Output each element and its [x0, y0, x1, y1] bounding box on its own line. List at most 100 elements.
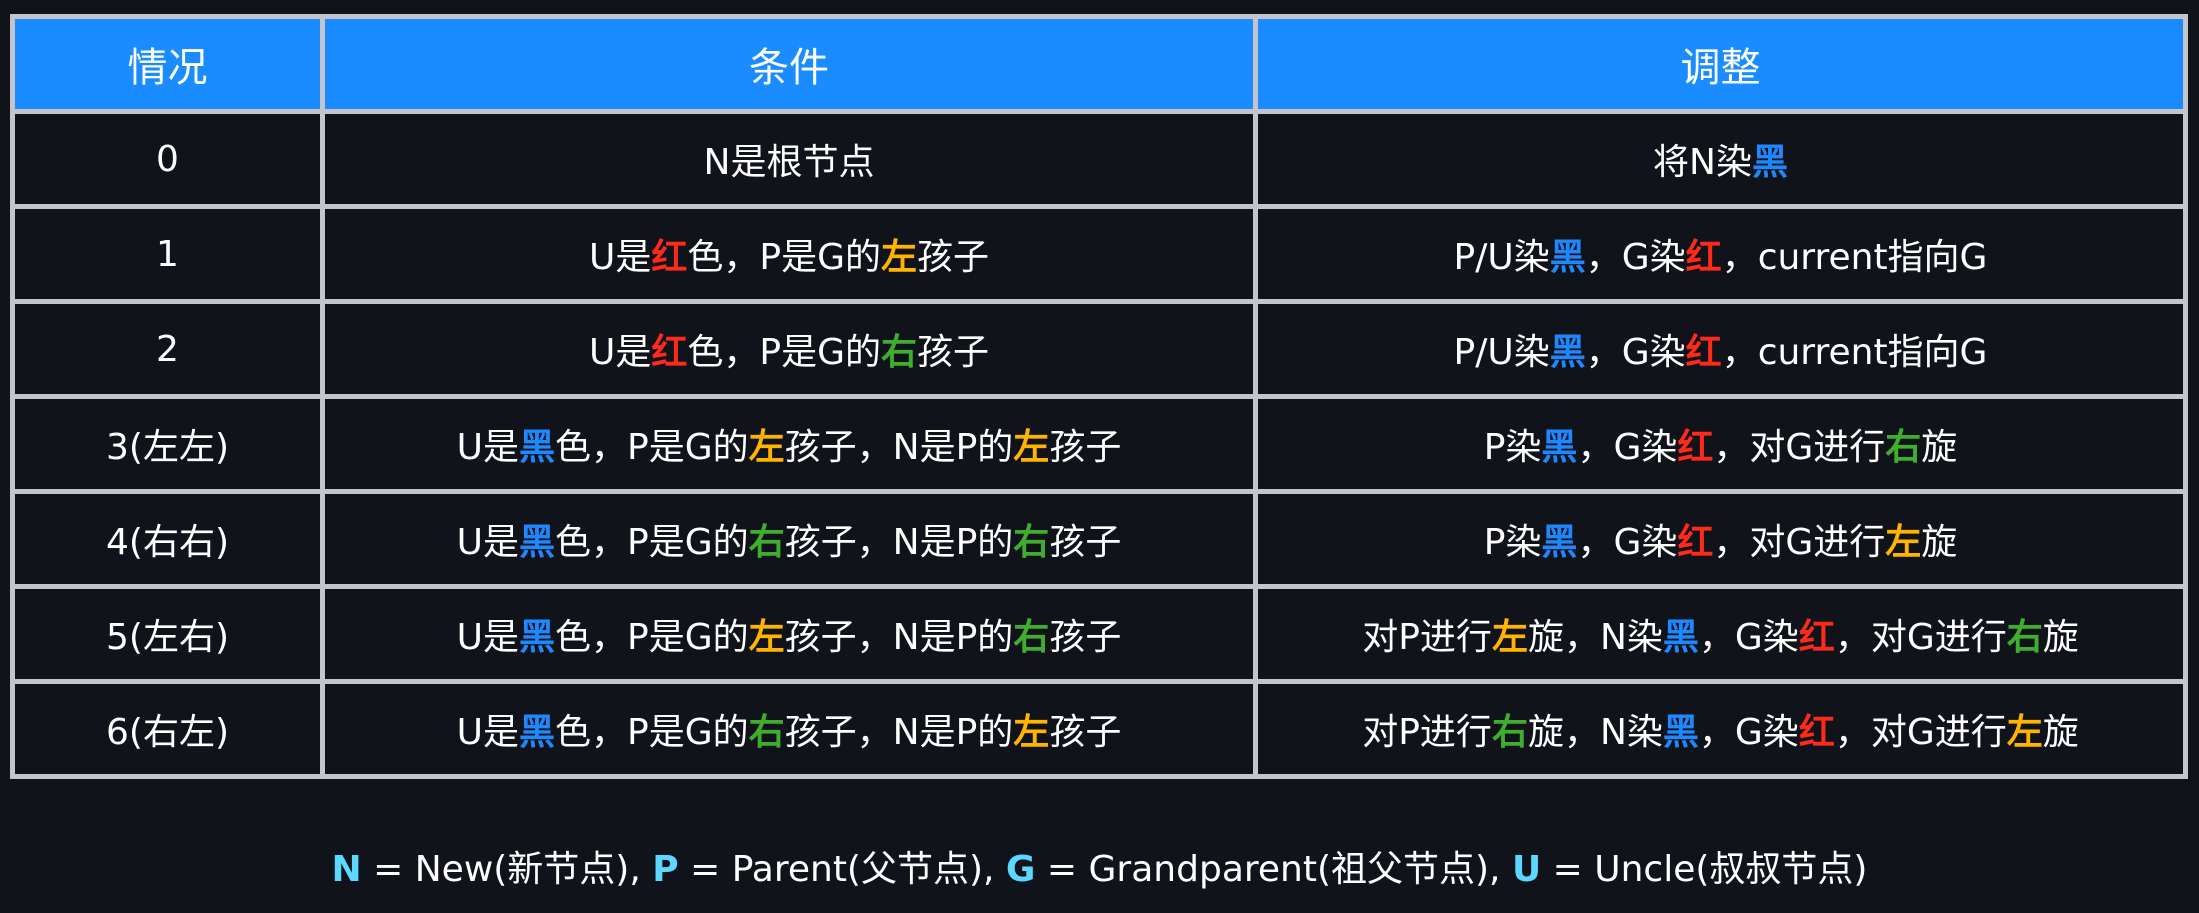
condition-cell: U是黑色，P是G的右孩子，N是P的右孩子 [320, 489, 1258, 589]
highlight-text: 右 [1013, 617, 1050, 658]
text-segment: ，G染 [1577, 522, 1678, 563]
text-segment: = Parent(父节点), [678, 849, 1006, 890]
text-segment: ，G染 [1698, 712, 1799, 753]
highlight-text: 黑 [1662, 712, 1699, 753]
text-segment: 旋 [2042, 617, 2079, 658]
highlight-text: 右 [1013, 522, 1050, 563]
text-segment: U是 [456, 522, 520, 563]
text-segment: ，G染 [1577, 427, 1678, 468]
highlight-text: 红 [1677, 522, 1714, 563]
red-black-insert-cases-table: 情况 条件 调整 0 N是根节点 将N染黑 1 U是红色，P是G的左孩子 P/U染黑，G染… [10, 14, 2188, 779]
header-adjustment: 调整 [1253, 14, 2188, 114]
text-segment: 色，P是G的 [687, 332, 881, 373]
highlight-text: 红 [1798, 617, 1835, 658]
text-segment: 对P进行 [1362, 712, 1492, 753]
text-segment: 旋 [2042, 712, 2079, 753]
text-segment: 孩子，N是P的 [784, 427, 1014, 468]
highlight-text: 红 [1685, 332, 1722, 373]
text-segment: U是 [588, 332, 652, 373]
condition-cell: U是黑色，P是G的左孩子，N是P的右孩子 [320, 584, 1258, 684]
highlight-text: 左 [1491, 617, 1528, 658]
case-cell: 5(左右) [10, 584, 325, 684]
text-segment: ，G染 [1585, 237, 1686, 278]
adjustment-cell: P/U染黑，G染红，current指向G [1253, 204, 2188, 304]
table-row: 1 U是红色，P是G的左孩子 P/U染黑，G染红，current指向G [10, 204, 2188, 304]
text-segment: 色，P是G的 [555, 427, 749, 468]
legend: N = New(新节点), P = Parent(父节点), G = Grand… [0, 840, 2199, 892]
table-row: 3(左左) U是黑色，P是G的左孩子，N是P的左孩子 P染黑，G染红，对G进行右旋 [10, 394, 2188, 494]
text-segment: ，对G进行 [1834, 712, 2007, 753]
highlight-text: 左 [880, 237, 917, 278]
text-segment: ，对G进行 [1713, 427, 1886, 468]
text-segment: 孩子 [1049, 617, 1122, 658]
highlight-text: 黑 [1541, 522, 1578, 563]
table-row: 2 U是红色，P是G的右孩子 P/U染黑，G染红，current指向G [10, 299, 2188, 399]
highlight-text: 右 [880, 332, 917, 373]
header-case: 情况 [10, 14, 325, 114]
highlight-text: U [1511, 849, 1542, 890]
highlight-text: 左 [748, 427, 785, 468]
text-segment: 旋 [1921, 522, 1958, 563]
condition-cell: N是根节点 [320, 109, 1258, 209]
case-cell: 0 [10, 109, 325, 209]
text-segment: 孩子 [1049, 712, 1122, 753]
header-condition: 条件 [320, 14, 1258, 114]
text-segment: 旋，N染 [1527, 617, 1663, 658]
highlight-text: 黑 [519, 522, 556, 563]
condition-cell: U是红色，P是G的左孩子 [320, 204, 1258, 304]
text-segment: 色，P是G的 [687, 237, 881, 278]
highlight-text: 红 [1685, 237, 1722, 278]
case-cell: 6(右左) [10, 679, 325, 779]
text-segment: 对P进行 [1362, 617, 1492, 658]
text-segment: = Uncle(叔叔节点) [1541, 849, 1868, 890]
text-segment: 色，P是G的 [555, 617, 749, 658]
table-row: 6(右左) U是黑色，P是G的右孩子，N是P的左孩子 对P进行右旋，N染黑，G染红，… [10, 679, 2188, 779]
condition-cell: U是黑色，P是G的左孩子，N是P的左孩子 [320, 394, 1258, 494]
highlight-text: 左 [2006, 712, 2043, 753]
adjustment-cell: 将N染黑 [1253, 109, 2188, 209]
highlight-text: 红 [651, 237, 688, 278]
case-cell: 1 [10, 204, 325, 304]
highlight-text: 右 [748, 522, 785, 563]
adjustment-cell: 对P进行右旋，N染黑，G染红，对G进行左旋 [1253, 679, 2188, 779]
highlight-text: 黑 [1549, 332, 1586, 373]
text-segment: U是 [456, 712, 520, 753]
table-row: 4(右右) U是黑色，P是G的右孩子，N是P的右孩子 P染黑，G染红，对G进行左旋 [10, 489, 2188, 589]
highlight-text: 红 [1677, 427, 1714, 468]
highlight-text: 黑 [1541, 427, 1578, 468]
text-segment: P/U染 [1453, 237, 1550, 278]
text-segment: 色，P是G的 [555, 522, 749, 563]
highlight-text: 右 [748, 712, 785, 753]
text-segment: N是根节点 [703, 142, 875, 183]
condition-cell: U是红色，P是G的右孩子 [320, 299, 1258, 399]
text-segment: = New(新节点), [361, 849, 653, 890]
condition-cell: U是黑色，P是G的右孩子，N是P的左孩子 [320, 679, 1258, 779]
text-segment: 孩子 [1049, 427, 1122, 468]
highlight-text: 黑 [1549, 237, 1586, 278]
case-cell: 2 [10, 299, 325, 399]
highlight-text: 右 [1491, 712, 1528, 753]
highlight-text: 黑 [519, 617, 556, 658]
text-segment: 旋，N染 [1527, 712, 1663, 753]
highlight-text: N [331, 849, 362, 890]
highlight-text: 黑 [1751, 142, 1788, 183]
text-segment: 孩子，N是P的 [784, 522, 1014, 563]
text-segment: ，current指向G [1721, 237, 1988, 278]
table-row: 5(左右) U是黑色，P是G的左孩子，N是P的右孩子 对P进行左旋，N染黑，G染红，… [10, 584, 2188, 684]
highlight-text: 右 [2006, 617, 2043, 658]
highlight-text: 左 [1885, 522, 1922, 563]
text-segment: P/U染 [1453, 332, 1550, 373]
text-segment: U是 [456, 617, 520, 658]
text-segment: ，G染 [1698, 617, 1799, 658]
highlight-text: 黑 [1662, 617, 1699, 658]
text-segment: ，G染 [1585, 332, 1686, 373]
text-segment: 孩子 [916, 237, 989, 278]
highlight-text: 红 [651, 332, 688, 373]
case-cell: 3(左左) [10, 394, 325, 494]
text-segment: U是 [588, 237, 652, 278]
adjustment-cell: P/U染黑，G染红，current指向G [1253, 299, 2188, 399]
case-cell: 4(右右) [10, 489, 325, 589]
text-segment: = Grandparent(祖父节点), [1035, 849, 1512, 890]
text-segment: 色，P是G的 [555, 712, 749, 753]
text-segment: 孩子 [1049, 522, 1122, 563]
